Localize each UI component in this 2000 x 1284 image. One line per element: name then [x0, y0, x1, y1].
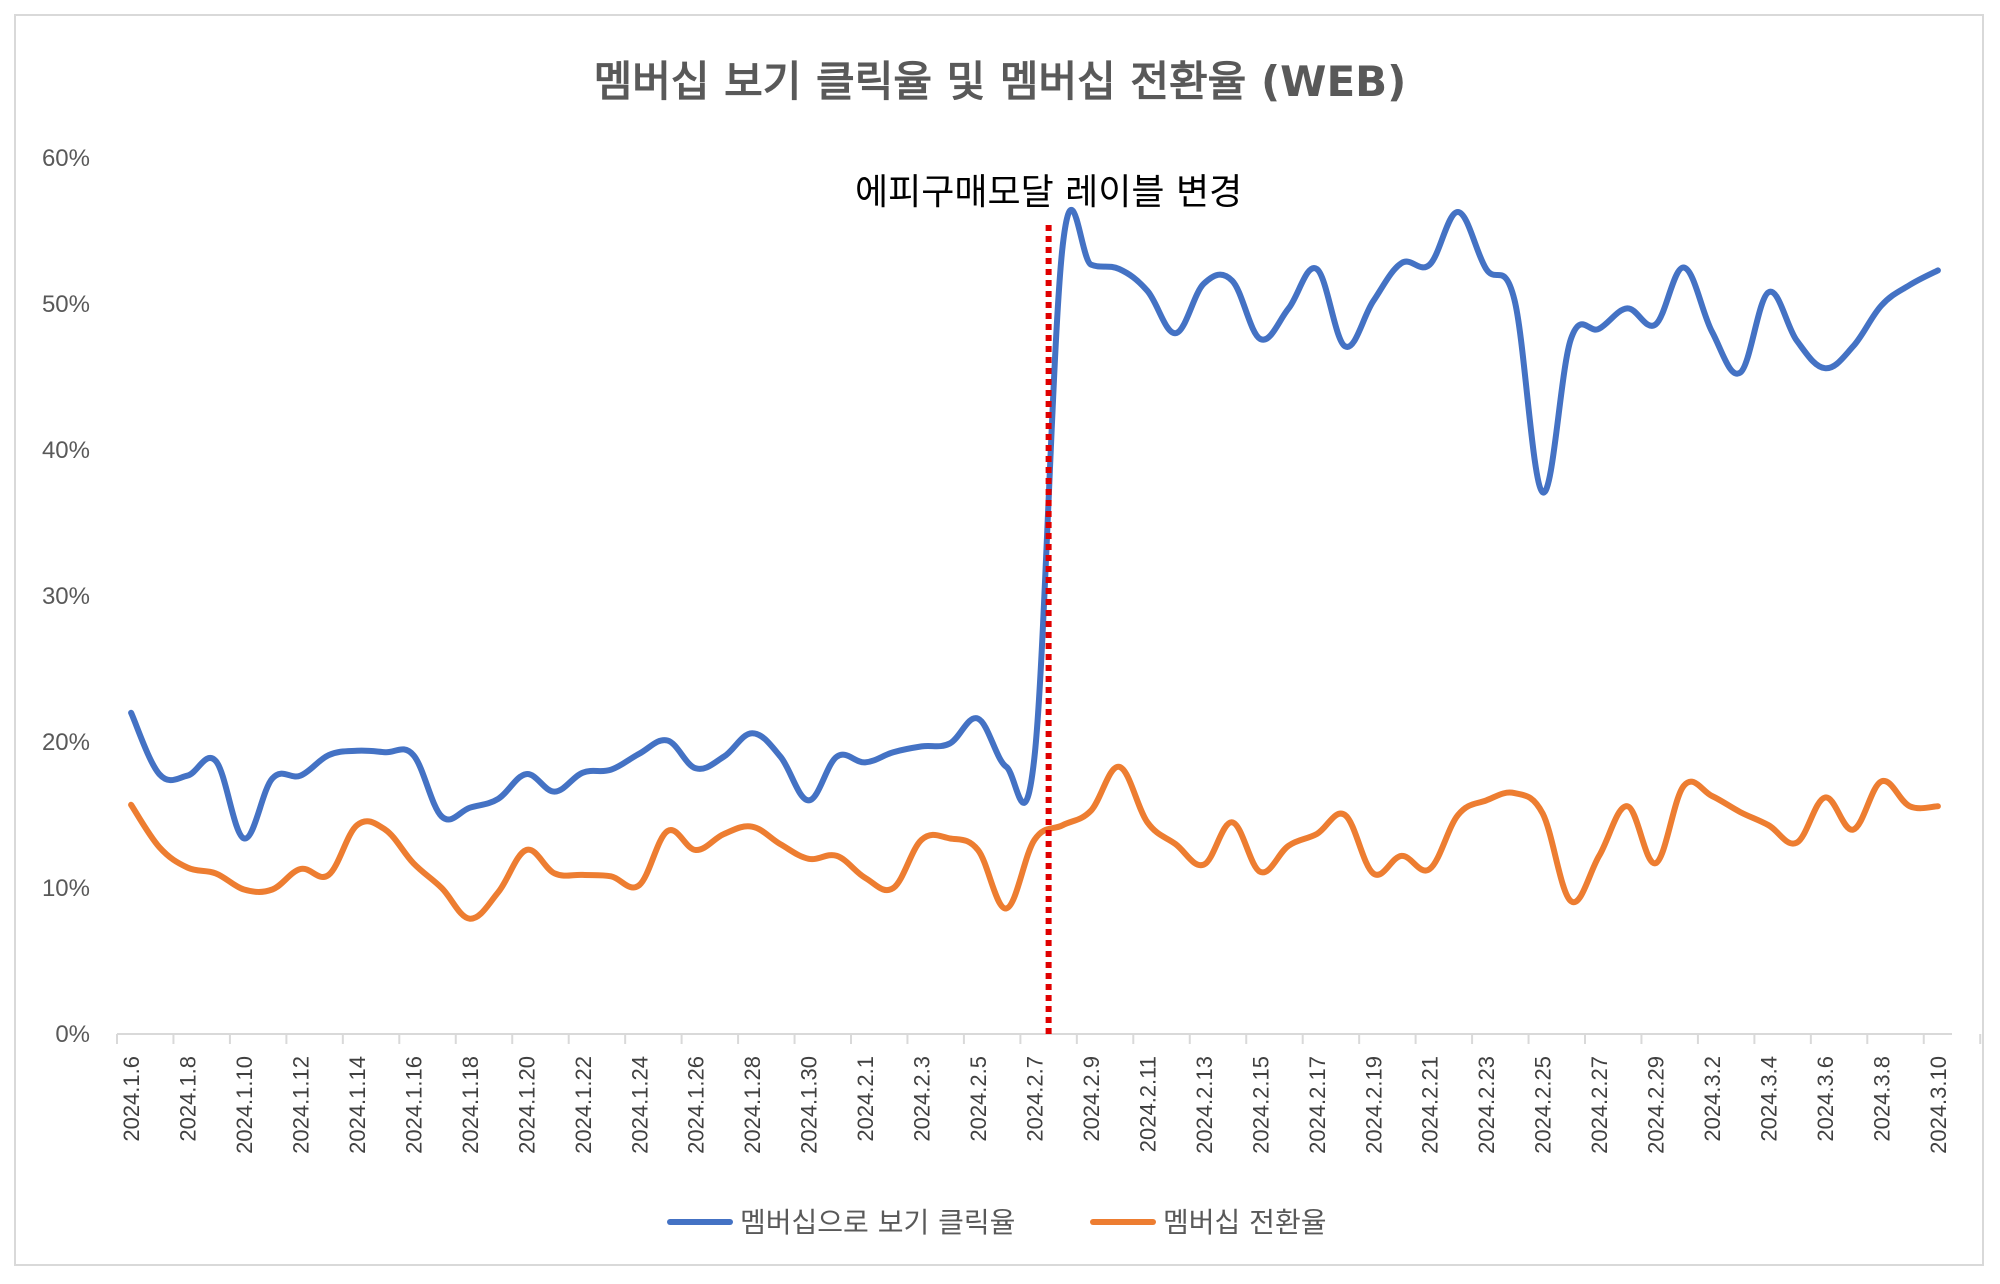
x-tick-label: 2024.2.17	[1305, 1056, 1330, 1154]
x-tick-label: 2024.1.26	[684, 1056, 709, 1154]
legend-label: 멤버십 전환율	[1163, 1206, 1326, 1239]
x-tick-label: 2024.1.14	[345, 1056, 370, 1154]
x-tick-label: 2024.1.28	[740, 1056, 765, 1154]
series-layer	[128, 207, 1941, 922]
series-line-conversion-rate	[128, 763, 1941, 922]
x-tick-label: 2024.1.18	[458, 1056, 483, 1154]
x-tick-label: 2024.1.8	[176, 1056, 201, 1142]
legend-label: 멤버십으로 보기 클릭율	[740, 1206, 1015, 1239]
x-tick-label: 2024.2.23	[1474, 1056, 1499, 1154]
x-tick-label: 2024.2.3	[910, 1056, 935, 1142]
x-tick-label: 2024.2.9	[1079, 1056, 1104, 1142]
y-tick-label: 60%	[42, 145, 90, 172]
x-tick-label: 2024.2.19	[1361, 1056, 1386, 1154]
y-tick-label: 30%	[42, 583, 90, 610]
y-axis: 0% 10% 20% 30% 40% 50% 60%	[42, 145, 90, 1048]
x-tick-label: 2024.1.20	[514, 1056, 539, 1154]
x-tick-label: 2024.2.25	[1531, 1056, 1556, 1154]
chart-frame	[14, 14, 1984, 1266]
x-tick-label: 2024.1.30	[797, 1056, 822, 1154]
x-tick-label: 2024.3.2	[1700, 1056, 1725, 1142]
legend: 멤버십으로 보기 클릭율 멤버십 전환율	[667, 1206, 1326, 1239]
chart-title: 멤버십 보기 클릭율 및 멤버십 전환율 (WEB)	[593, 57, 1407, 106]
x-tick-label: 2024.3.6	[1813, 1056, 1838, 1142]
y-tick-label: 0%	[55, 1021, 90, 1048]
x-tick-label: 2024.1.10	[232, 1056, 257, 1154]
y-tick-label: 50%	[42, 291, 90, 318]
x-tick-label: 2024.1.6	[119, 1056, 144, 1142]
x-tick-label: 2024.3.4	[1757, 1056, 1782, 1142]
series-line-click-rate	[128, 207, 1941, 842]
legend-item-conversion-rate: 멤버십 전환율	[1090, 1206, 1326, 1239]
x-tick-label: 2024.3.10	[1926, 1056, 1951, 1154]
x-axis: 2024.1.6 2024.1.8 2024.1.10 2024.1.12 2024.1…	[116, 1033, 1982, 1154]
y-tick-label: 20%	[42, 729, 90, 756]
x-tick-label: 2024.2.15	[1248, 1056, 1273, 1154]
x-tick-label: 2024.3.8	[1869, 1056, 1894, 1142]
legend-item-click-rate: 멤버십으로 보기 클릭율	[667, 1206, 1015, 1239]
x-tick-label: 2024.1.16	[401, 1056, 426, 1154]
x-tick-label: 2024.1.12	[289, 1056, 314, 1154]
x-tick-label: 2024.2.11	[1135, 1056, 1160, 1152]
x-tick-label: 2024.2.1	[853, 1056, 878, 1142]
x-tick-label: 2024.2.29	[1644, 1056, 1669, 1154]
x-tick-label: 2024.2.27	[1587, 1056, 1612, 1154]
x-tick-label: 2024.1.22	[571, 1056, 596, 1154]
x-tick-label: 2024.2.5	[966, 1056, 991, 1142]
x-tick-label: 2024.2.21	[1418, 1056, 1443, 1154]
x-tick-label: 2024.1.24	[627, 1056, 652, 1154]
x-tick-label: 2024.2.13	[1192, 1056, 1217, 1154]
annotation-layer: 에피구매모달 레이블 변경	[855, 172, 1242, 1034]
y-tick-label: 10%	[42, 875, 90, 902]
annotation-label: 에피구매모달 레이블 변경	[855, 172, 1242, 213]
x-tick-label: 2024.2.7	[1023, 1056, 1048, 1142]
y-tick-label: 40%	[42, 437, 90, 464]
